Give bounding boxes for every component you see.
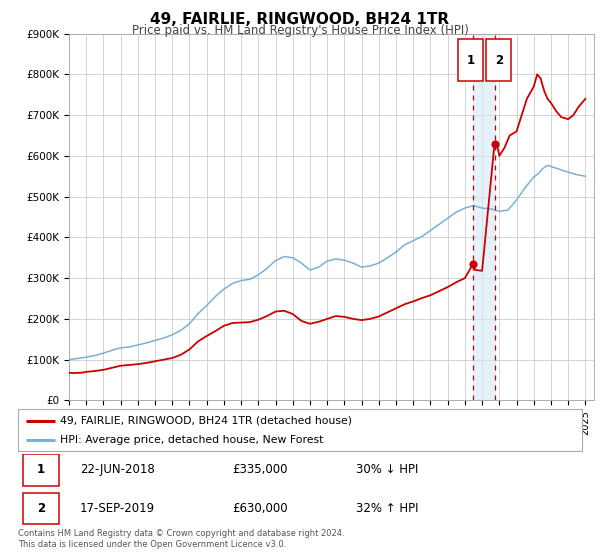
Text: 1: 1	[466, 54, 475, 67]
FancyBboxPatch shape	[458, 39, 483, 81]
Text: Price paid vs. HM Land Registry's House Price Index (HPI): Price paid vs. HM Land Registry's House …	[131, 24, 469, 37]
Text: 32% ↑ HPI: 32% ↑ HPI	[356, 502, 419, 515]
Bar	[473, 34, 494, 400]
Text: 1: 1	[37, 464, 45, 477]
Text: 49, FAIRLIE, RINGWOOD, BH24 1TR (detached house): 49, FAIRLIE, RINGWOOD, BH24 1TR (detache…	[60, 416, 352, 426]
Text: £630,000: £630,000	[232, 502, 288, 515]
Text: 30% ↓ HPI: 30% ↓ HPI	[356, 464, 419, 477]
Text: 22-JUN-2018: 22-JUN-2018	[80, 464, 155, 477]
Text: £335,000: £335,000	[232, 464, 288, 477]
Text: 17-SEP-2019: 17-SEP-2019	[80, 502, 155, 515]
Text: HPI: Average price, detached house, New Forest: HPI: Average price, detached house, New …	[60, 435, 323, 445]
Text: 2: 2	[494, 54, 503, 67]
FancyBboxPatch shape	[23, 493, 59, 524]
FancyBboxPatch shape	[486, 39, 511, 81]
Text: 2: 2	[37, 502, 45, 515]
Text: 49, FAIRLIE, RINGWOOD, BH24 1TR: 49, FAIRLIE, RINGWOOD, BH24 1TR	[151, 12, 449, 27]
FancyBboxPatch shape	[23, 454, 59, 486]
Point	[490, 139, 499, 148]
Point	[468, 259, 478, 268]
Text: Contains HM Land Registry data © Crown copyright and database right 2024.
This d: Contains HM Land Registry data © Crown c…	[18, 529, 344, 549]
